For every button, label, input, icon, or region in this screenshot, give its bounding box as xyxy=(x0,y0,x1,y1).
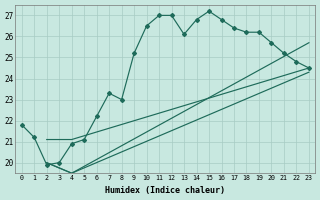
X-axis label: Humidex (Indice chaleur): Humidex (Indice chaleur) xyxy=(105,186,225,195)
